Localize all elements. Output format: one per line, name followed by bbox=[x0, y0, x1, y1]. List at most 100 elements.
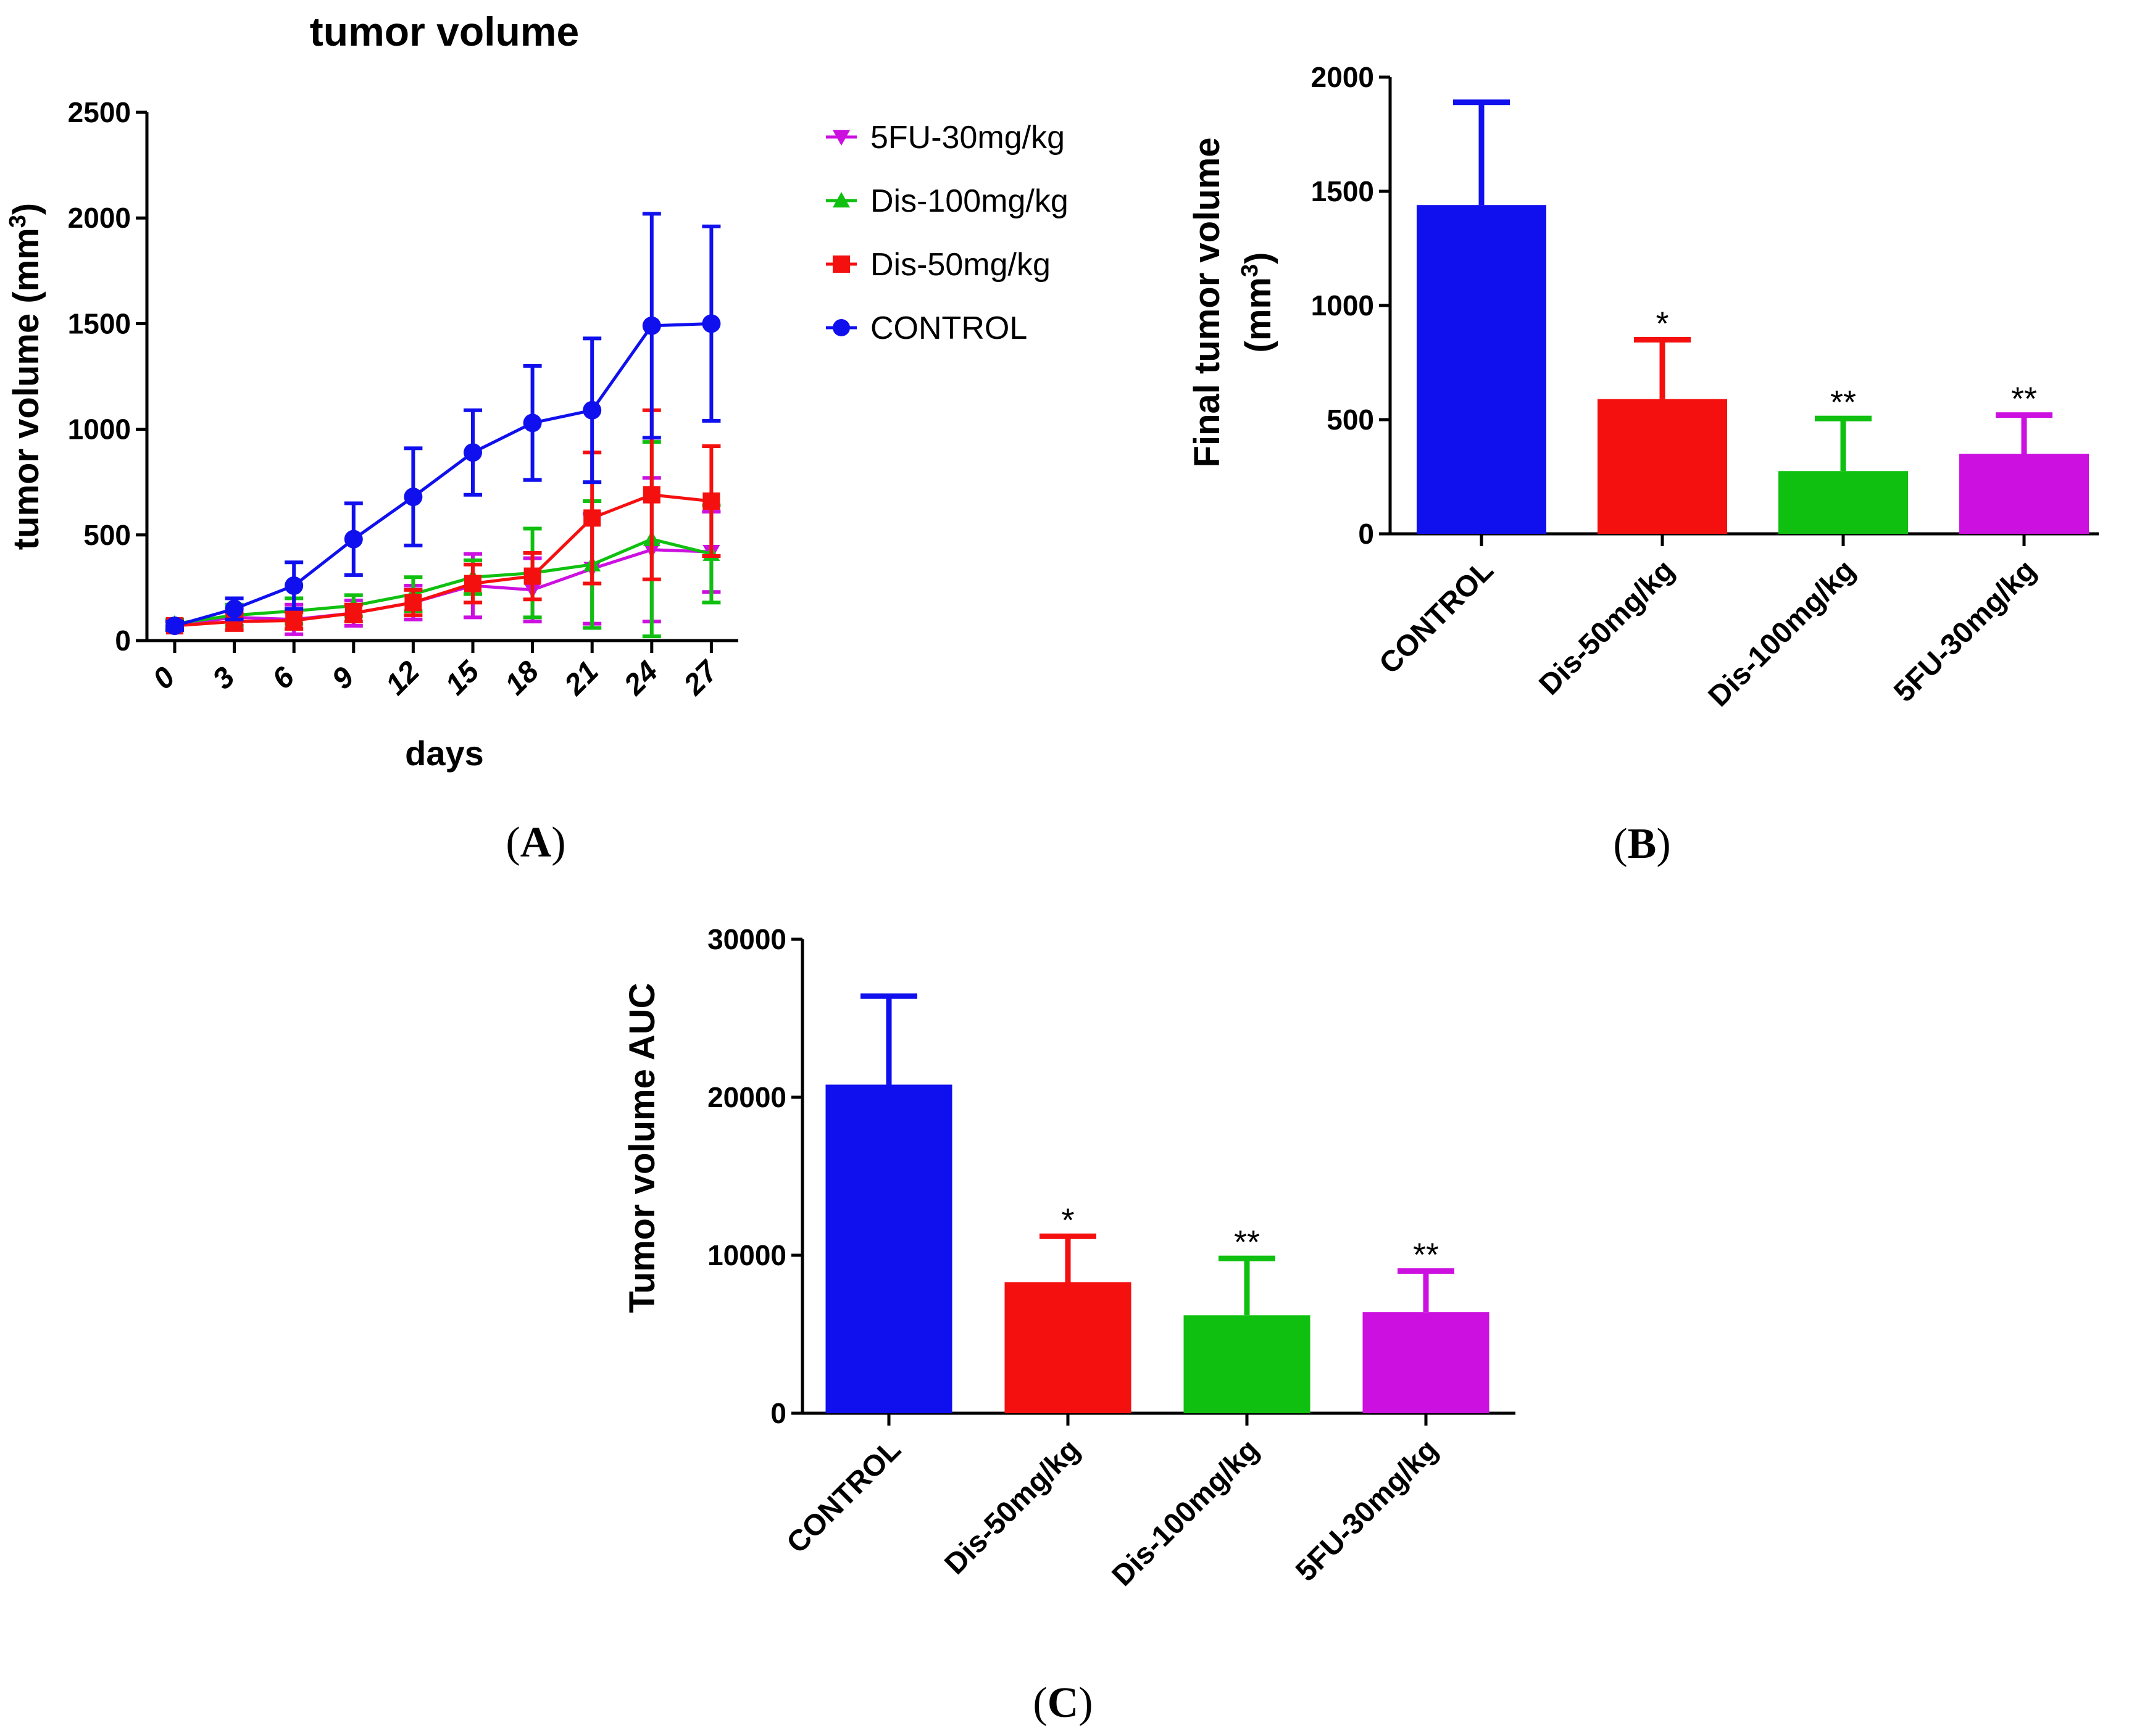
data-point-circle bbox=[165, 617, 184, 636]
data-point-circle bbox=[464, 443, 482, 462]
series-dis-100mg-kg bbox=[165, 440, 721, 639]
x-tick-label: 18 bbox=[499, 655, 545, 701]
series-control bbox=[165, 212, 721, 636]
significance-marker: ** bbox=[1830, 384, 1856, 421]
y-tick-label: 2000 bbox=[68, 202, 131, 234]
bar bbox=[1362, 1312, 1489, 1413]
bar bbox=[1417, 205, 1546, 534]
data-point-square bbox=[643, 486, 660, 504]
legend-entry: Dis-100mg/kg bbox=[826, 183, 1069, 219]
data-point-circle bbox=[285, 576, 304, 595]
significance-marker: ** bbox=[1234, 1224, 1260, 1261]
panel-a-x-ticks: 0 3 6 9 12 15 18 21 24 27 bbox=[147, 641, 725, 702]
y-tick-label: 500 bbox=[1327, 404, 1374, 436]
panel-b-y-axis-label-line1: Final tumor volume bbox=[1187, 138, 1227, 468]
data-point-square bbox=[583, 509, 601, 527]
x-tick-label: 9 bbox=[326, 661, 361, 696]
panel-b-bars: *** ** bbox=[1417, 99, 2089, 546]
category-label: 5FU-30mg/kg bbox=[1289, 1433, 1444, 1588]
y-tick-label: 10000 bbox=[707, 1239, 786, 1271]
y-tick-label: 1000 bbox=[1311, 289, 1374, 322]
panel-b-y-ticks: 0 500 1000 1500 2000 bbox=[1311, 61, 1390, 550]
data-point-circle bbox=[583, 401, 602, 420]
data-point-circle bbox=[523, 413, 542, 433]
bar bbox=[1183, 1315, 1310, 1413]
data-point-square bbox=[344, 604, 362, 622]
data-point-circle bbox=[642, 316, 661, 335]
data-point-square bbox=[833, 255, 850, 273]
y-tick-label: 2500 bbox=[68, 96, 131, 128]
significance-marker: ** bbox=[2011, 381, 2037, 418]
bar bbox=[1778, 471, 1908, 534]
category-label: Dis-100mg/kg bbox=[1702, 554, 1862, 713]
series-line bbox=[174, 322, 712, 628]
x-tick-label: 15 bbox=[439, 655, 486, 702]
data-point-circle bbox=[344, 530, 363, 549]
series-dis-50mg-kg bbox=[165, 408, 721, 635]
significance-marker: * bbox=[1061, 1202, 1074, 1239]
data-point-circle bbox=[404, 488, 423, 507]
data-point-triangle-down bbox=[833, 130, 850, 146]
panel-b-label: (B) bbox=[1613, 820, 1670, 868]
category-label: 5FU-30mg/kg bbox=[1888, 554, 2043, 708]
series-line bbox=[174, 493, 712, 628]
y-tick-label: 0 bbox=[115, 625, 131, 657]
x-tick-label: 6 bbox=[266, 661, 301, 696]
category-label: CONTROL bbox=[1373, 554, 1499, 680]
panel-a-x-axis-label: days bbox=[405, 734, 484, 773]
y-tick-label: 1500 bbox=[68, 307, 131, 339]
series-line bbox=[174, 538, 712, 626]
y-tick-label: 1000 bbox=[68, 413, 131, 446]
y-tick-label: 2000 bbox=[1311, 61, 1374, 93]
panel-c-y-axis-label: Tumor volume AUC bbox=[622, 983, 662, 1313]
bar bbox=[1598, 399, 1727, 534]
panel-c-bars: *** ** bbox=[825, 993, 1489, 1426]
data-point-circle bbox=[833, 319, 850, 336]
legend-entry: Dis-50mg/kg bbox=[826, 247, 1051, 283]
y-tick-label: 500 bbox=[83, 519, 131, 551]
y-tick-label: 30000 bbox=[707, 923, 786, 955]
significance-marker: ** bbox=[1413, 1237, 1439, 1274]
legend-label: Dis-50mg/kg bbox=[870, 247, 1051, 283]
data-point-circle bbox=[225, 599, 244, 618]
x-tick-label: 0 bbox=[147, 661, 182, 696]
panel-c-y-ticks: 0 10000 20000 30000 bbox=[707, 923, 802, 1429]
x-tick-label: 24 bbox=[618, 655, 665, 702]
panel-b-bar-chart: Final tumor volume (mm3) 0 500 1000 1500 200… bbox=[1187, 61, 2099, 868]
x-tick-label: 27 bbox=[677, 654, 725, 702]
y-tick-label: 0 bbox=[1358, 518, 1374, 550]
category-label: Dis-50mg/kg bbox=[938, 1433, 1086, 1580]
data-point-square bbox=[702, 492, 720, 510]
data-point-triangle-up bbox=[833, 192, 850, 208]
bar bbox=[1004, 1282, 1131, 1413]
panel-a-y-axis-label: tumor volume (mm3) bbox=[5, 203, 46, 550]
panel-b-y-axis-label-line2: (mm3) bbox=[1237, 252, 1278, 353]
y-tick-label: 20000 bbox=[707, 1081, 786, 1113]
panel-a-y-ticks: 0 500 1000 1500 2000 2500 bbox=[68, 96, 147, 657]
legend-entry: 5FU-30mg/kg bbox=[826, 120, 1065, 156]
data-point-circle bbox=[702, 314, 721, 333]
data-point-square bbox=[404, 594, 422, 612]
data-point-square bbox=[464, 575, 481, 592]
x-tick-label: 12 bbox=[380, 655, 426, 701]
y-tick-label: 0 bbox=[770, 1397, 786, 1429]
panel-a-legend: 5FU-30mg/kg Dis-100mg/kg Dis-50mg/kg CONTRO… bbox=[826, 120, 1069, 346]
legend-label: 5FU-30mg/kg bbox=[870, 120, 1065, 156]
legend-label: Dis-100mg/kg bbox=[870, 183, 1069, 219]
legend-entry: CONTROL bbox=[826, 310, 1027, 346]
significance-marker: * bbox=[1656, 305, 1669, 343]
panel-a-series bbox=[165, 212, 721, 639]
x-tick-label: 21 bbox=[558, 655, 605, 702]
panel-a-label: (A) bbox=[506, 819, 565, 866]
bar bbox=[1959, 454, 2089, 534]
panel-b-category-labels: CONTROL Dis-50mg/kg Dis-100mg/kg 5FU-30mg/k… bbox=[1373, 554, 2042, 713]
panel-c-category-labels: CONTROL Dis-50mg/kg Dis-100mg/kg 5FU-30mg/k… bbox=[780, 1433, 1444, 1592]
panel-c-label: (C) bbox=[1033, 1679, 1093, 1727]
y-tick-label: 1500 bbox=[1311, 175, 1374, 207]
data-point-square bbox=[523, 567, 541, 585]
category-label: Dis-100mg/kg bbox=[1106, 1433, 1265, 1592]
panel-a-line-chart: tumor volume tumor volume (mm3) 0 500 1000… bbox=[5, 9, 1069, 866]
data-point-square bbox=[285, 612, 303, 629]
